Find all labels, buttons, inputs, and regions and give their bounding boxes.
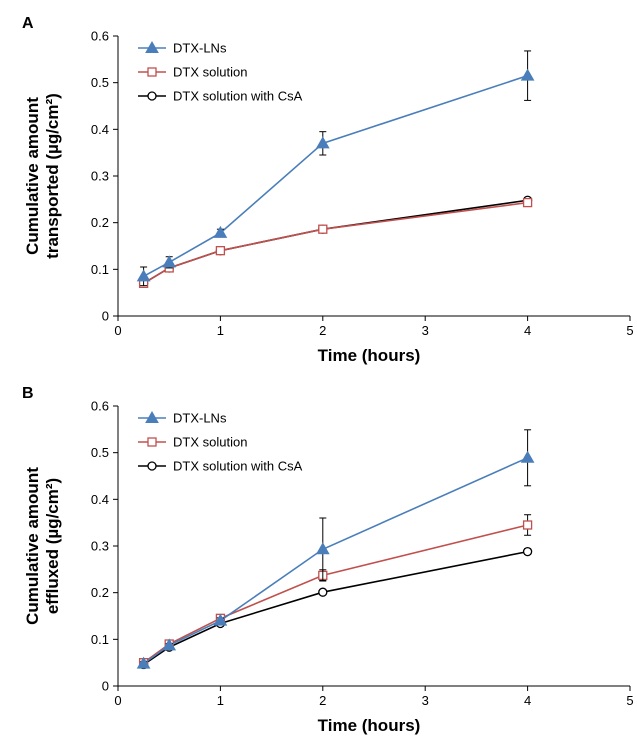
series-dtx-solution-with-csa [138,546,533,670]
legend-label: DTX-LNs [173,411,227,426]
data-point [213,613,228,626]
legend: DTX-LNs DTX solution DTX solution with CsA [138,41,303,104]
legend-label: DTX solution [173,65,247,80]
x-tick-label: 0 [114,693,121,708]
x-axis-title: Time (hours) [318,346,421,365]
data-point [318,587,328,597]
y-tick-label: 0.4 [91,122,109,137]
series-line [143,74,528,278]
y-tick-label: 0.4 [91,492,109,507]
legend-item: DTX solution with CsA [138,89,303,104]
data-point [522,520,533,530]
y-tick-label: 0.2 [91,215,109,230]
y-tick-label: 0.3 [91,539,109,554]
legend-marker [147,67,157,77]
legend-label: DTX solution with CsA [173,459,303,474]
series-dtx-lns [136,429,535,669]
series-line [143,550,528,666]
series-line [143,199,528,285]
panel-letter: A [22,15,34,32]
y-tick-label: 0.5 [91,445,109,460]
series-dtx-lns [136,50,535,287]
data-point [522,197,533,208]
x-tick-label: 4 [524,323,531,338]
legend-item: DTX-LNs [138,41,227,56]
series-line [143,201,528,285]
y-tick-label: 0 [102,309,109,324]
x-tick-label: 2 [319,693,326,708]
y-tick-label: 0.1 [91,632,109,647]
data-point [215,246,226,256]
series-dtx-solution [138,197,533,288]
legend-item: DTX solution [138,65,247,80]
x-tick-label: 1 [217,323,224,338]
data-point [318,224,328,234]
legend-item: DTX-LNs [138,411,227,426]
data-point [315,542,330,555]
y-tick-label: 0.6 [91,29,109,44]
y-axis-title: Cumulative amount [23,97,42,255]
data-point [136,269,151,282]
x-tick-label: 5 [626,693,633,708]
series-line [143,524,528,664]
legend-item: DTX solution with CsA [138,459,303,474]
data-point [520,450,535,463]
data-point [522,546,533,557]
legend-marker [147,91,157,101]
legend-item: DTX solution [138,435,247,450]
legend: DTX-LNs DTX solution DTX solution with CsA [138,411,303,474]
legend-label: DTX solution with CsA [173,89,303,104]
y-tick-label: 0.6 [91,399,109,414]
legend-marker [147,437,157,447]
series-dtx-solution [138,514,533,668]
data-point [136,656,151,669]
data-point [213,225,228,238]
x-axis-title: Time (hours) [318,716,421,735]
y-tick-label: 0 [102,679,109,694]
data-point [520,68,535,81]
y-tick-label: 0.3 [91,169,109,184]
x-tick-label: 0 [114,323,121,338]
y-tick-label: 0.1 [91,262,109,277]
data-point [162,638,177,651]
y-tick-label: 0.5 [91,75,109,90]
legend-marker [147,461,157,471]
legend-label: DTX-LNs [173,41,227,56]
x-tick-label: 5 [626,323,633,338]
legend-marker [145,410,159,423]
y-axis-title: transported (µg/cm²) [43,93,62,259]
x-tick-label: 2 [319,323,326,338]
x-tick-label: 3 [422,323,429,338]
panel-letter: B [22,385,34,402]
x-tick-label: 3 [422,693,429,708]
x-tick-label: 4 [524,693,531,708]
x-tick-label: 1 [217,693,224,708]
legend-label: DTX solution [173,435,247,450]
panel-b: B 0 0.1 0.2 0.3 0.4 0.5 0.6 0 1 2 3 4 5 Time (hours) Cu… [22,385,634,735]
panel-a: A 0 0.1 0.2 0.3 0.4 0.5 0.6 0 1 2 3 4 5 Time (hours) Cu… [22,15,634,365]
y-axis-title: Cumulative amount [23,467,42,625]
legend-marker [145,40,159,53]
data-point [162,255,177,268]
data-point [315,136,330,149]
y-axis-title: effluxed (µg/cm²) [43,478,62,614]
y-tick-label: 0.2 [91,585,109,600]
